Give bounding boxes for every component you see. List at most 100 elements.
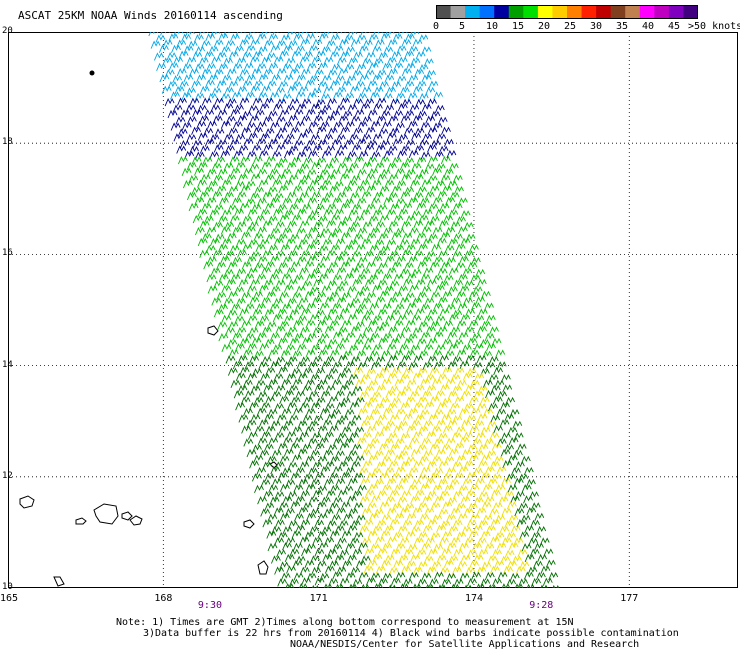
- wind-barb: [188, 175, 199, 184]
- wind-barb: [467, 337, 478, 346]
- wind-barb: [218, 243, 228, 253]
- wind-barb: [417, 291, 427, 301]
- wind-barb: [394, 244, 405, 253]
- wind-barb: [417, 396, 428, 405]
- wind-barb: [356, 303, 367, 313]
- wind-barb: [235, 238, 246, 248]
- wind-barb: [226, 232, 237, 242]
- wind-barb: [281, 138, 292, 148]
- wind-barb: [220, 120, 231, 129]
- wind-barb: [232, 63, 243, 72]
- wind-barb: [339, 384, 350, 393]
- island-outline: [19, 495, 35, 509]
- wind-barb: [283, 179, 294, 188]
- wind-barb: [452, 233, 463, 242]
- wind-barb: [363, 565, 374, 574]
- wind-barb: [292, 185, 303, 194]
- wind-barb: [342, 156, 353, 165]
- wind-barb: [225, 355, 236, 364]
- wind-barb: [259, 238, 270, 247]
- legend-label: 10: [486, 21, 499, 32]
- wind-barb: [488, 403, 498, 412]
- lat-label: 14: [2, 359, 13, 370]
- wind-barb: [248, 327, 259, 336]
- wind-barb: [451, 566, 462, 575]
- wind-barb: [491, 337, 502, 347]
- wind-barb: [324, 403, 335, 412]
- wind-barb: [383, 196, 394, 206]
- wind-barb: [201, 233, 212, 242]
- wind-barb: [461, 419, 471, 428]
- wind-barb: [244, 303, 255, 312]
- wind-barb: [369, 302, 380, 312]
- wind-barb: [248, 402, 259, 411]
- wind-barb: [282, 437, 293, 446]
- wind-barb: [311, 191, 322, 200]
- wind-barb: [378, 443, 389, 452]
- wind-barb: [166, 52, 177, 61]
- wind-barb: [380, 530, 391, 539]
- wind-barb: [457, 513, 468, 522]
- wind-barb: [321, 74, 332, 84]
- wind-barb: [250, 278, 261, 288]
- wind-barb: [360, 209, 371, 218]
- wind-barb: [466, 367, 477, 377]
- wind-barb: [264, 308, 275, 318]
- wind-barb: [461, 390, 471, 399]
- wind-barb: [494, 532, 505, 541]
- wind-barb: [170, 122, 181, 131]
- wind-barb: [223, 191, 234, 200]
- wind-barb: [326, 413, 337, 422]
- wind-barb: [339, 173, 350, 182]
- wind-barb: [307, 438, 318, 447]
- wind-barb: [401, 385, 412, 394]
- wind-barb: [439, 567, 450, 576]
- wind-barb: [526, 507, 537, 516]
- wind-barb: [361, 58, 372, 67]
- wind-barb: [404, 33, 415, 42]
- wind-barb: [338, 115, 349, 124]
- wind-barb: [514, 491, 525, 500]
- wind-barb: [308, 391, 319, 400]
- wind-barb: [383, 437, 394, 447]
- wind-barb: [465, 354, 476, 364]
- wind-barb: [317, 512, 328, 522]
- wind-barb: [322, 32, 333, 37]
- wind-barb: [230, 379, 241, 388]
- wind-barb: [259, 103, 270, 112]
- wind-barb: [260, 373, 270, 382]
- wind-barb: [477, 413, 488, 422]
- wind-barb: [425, 86, 436, 96]
- wind-barb: [264, 338, 275, 347]
- wind-barb: [243, 167, 253, 177]
- wind-barb: [428, 413, 439, 423]
- wind-barb: [293, 139, 304, 149]
- wind-barb: [365, 577, 376, 586]
- wind-barb: [490, 489, 501, 498]
- wind-barb: [439, 354, 449, 364]
- wind-barb: [278, 262, 289, 271]
- wind-barb: [435, 390, 445, 399]
- wind-barb: [308, 361, 318, 370]
- wind-barb: [327, 338, 338, 348]
- wind-barb: [355, 514, 366, 523]
- wind-barb: [279, 214, 290, 223]
- wind-barb: [524, 553, 535, 563]
- wind-barb: [395, 466, 406, 475]
- wind-barb: [285, 104, 296, 114]
- wind-barb: [456, 216, 466, 225]
- wind-barb: [331, 379, 342, 388]
- wind-barb: [354, 290, 365, 299]
- wind-barb: [349, 432, 359, 441]
- wind-barb: [337, 162, 348, 171]
- wind-barb: [277, 204, 288, 213]
- wind-barb: [342, 185, 353, 195]
- wind-barb: [252, 368, 262, 377]
- wind-barb: [265, 395, 275, 405]
- wind-barb: [431, 167, 442, 176]
- wind-barb: [338, 461, 349, 470]
- wind-barb: [272, 344, 283, 353]
- wind-barb: [295, 524, 306, 534]
- wind-barb: [422, 238, 433, 247]
- wind-barb: [309, 526, 320, 535]
